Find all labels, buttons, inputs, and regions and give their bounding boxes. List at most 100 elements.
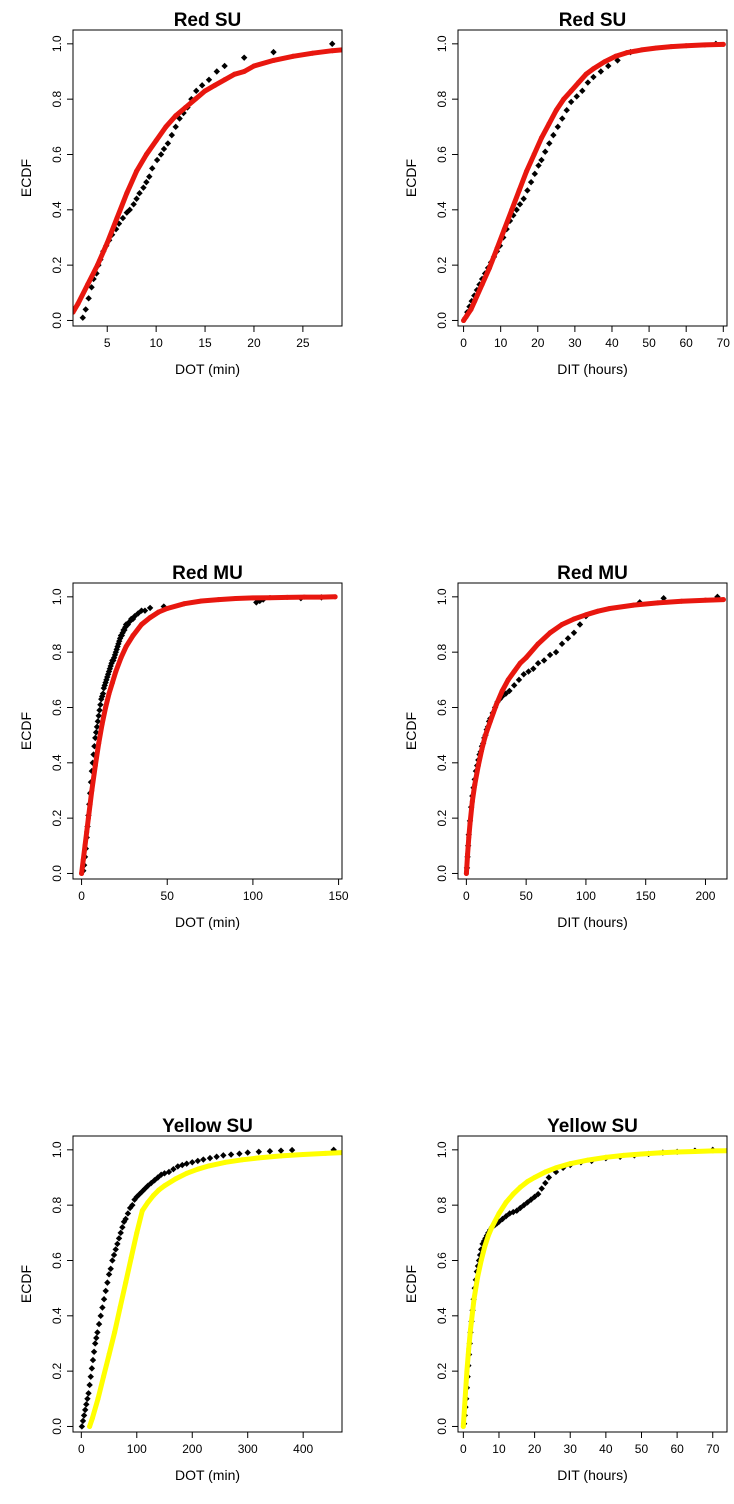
ecdf-point <box>170 1165 177 1173</box>
fitted-point <box>271 57 277 63</box>
y-tick-label: 0.4 <box>50 1307 64 1324</box>
ecdf-point <box>133 195 140 202</box>
fitted-point <box>702 597 708 603</box>
y-axis-label: ECDF <box>403 159 419 197</box>
y-tick-label: 0.2 <box>50 809 64 826</box>
ecdf-point <box>126 1204 134 1212</box>
ecdf-point <box>119 1224 126 1231</box>
fitted-point <box>624 50 630 56</box>
fitted-point <box>523 655 529 661</box>
ecdf-point <box>213 1153 220 1160</box>
fitted-point <box>583 612 589 618</box>
ecdf-point <box>90 1348 98 1355</box>
fitted-point <box>505 677 511 683</box>
ecdf-point <box>136 190 143 197</box>
fitted-point <box>310 50 316 56</box>
y-axis-label: ECDF <box>403 712 419 750</box>
y-tick-label: 0.6 <box>50 146 64 163</box>
ecdf-point <box>116 635 124 642</box>
fitted-point <box>153 138 159 144</box>
x-tick-label: 70 <box>706 1442 720 1456</box>
ecdf-point <box>140 184 147 191</box>
y-axis-label: ECDF <box>18 159 34 197</box>
ecdf-point <box>227 1151 235 1158</box>
ecdf-point <box>106 665 114 672</box>
fitted-point <box>134 1230 140 1236</box>
fitted-point <box>583 71 589 77</box>
ecdf-point <box>567 98 575 106</box>
fitted-point <box>710 1148 716 1154</box>
ecdf-point <box>96 707 103 714</box>
x-tick-label: 5 <box>104 336 111 350</box>
x-tick-label: 10 <box>492 1442 506 1456</box>
ecdf-point <box>80 1412 88 1419</box>
fitted-point <box>469 799 475 805</box>
ecdf-point <box>552 648 560 656</box>
x-tick-label: 70 <box>717 336 731 350</box>
ecdf-point <box>149 165 156 172</box>
fitted-point <box>79 870 85 876</box>
fitted-point <box>267 595 273 601</box>
x-tick-label: 0 <box>463 889 470 903</box>
y-tick-label: 0.2 <box>50 1362 64 1379</box>
x-tick-label: 100 <box>576 889 596 903</box>
fitted-point <box>479 746 485 752</box>
fitted-point <box>300 1152 306 1158</box>
fitted-point <box>571 616 577 622</box>
y-tick-label: 0.8 <box>50 1196 64 1213</box>
fitted-point <box>559 621 565 627</box>
y-tick-label: 0.2 <box>435 1362 449 1379</box>
y-tick-label: 0.0 <box>50 865 64 882</box>
ecdf-point <box>94 718 102 725</box>
fitted-point <box>613 53 619 59</box>
ecdf-point <box>183 1160 190 1167</box>
ecdf-point <box>88 1365 96 1372</box>
ecdf-point <box>120 1218 128 1225</box>
ecdf-point <box>118 632 126 639</box>
ecdf-point <box>113 646 120 653</box>
ecdf-point <box>534 660 542 667</box>
y-tick-label: 0.2 <box>435 256 449 273</box>
x-axis-label: DOT (min) <box>175 1467 240 1483</box>
fitted-point <box>472 782 478 788</box>
fitted-point <box>156 609 162 615</box>
ecdf-point <box>84 1395 91 1403</box>
ecdf-point <box>119 629 126 636</box>
fitted-point <box>96 740 102 746</box>
fitted-series <box>87 1150 342 1429</box>
fitted-point <box>95 1396 101 1402</box>
ecdf-point <box>141 1185 149 1192</box>
fitted-point <box>241 68 247 74</box>
ecdf-point <box>502 690 510 697</box>
ecdf-point <box>597 68 605 75</box>
x-tick-label: 30 <box>568 336 582 350</box>
fitted-point <box>92 763 98 769</box>
fitted-point <box>147 615 153 621</box>
fitted-point <box>134 168 140 174</box>
empirical-series <box>80 594 325 874</box>
fitted-point <box>567 1161 573 1167</box>
y-tick-label: 0.0 <box>50 1418 64 1435</box>
fitted-point <box>683 43 689 49</box>
ecdf-point <box>82 1406 89 1414</box>
x-tick-label: 10 <box>149 336 163 350</box>
x-axis: 0 10 20 30 40 50 60 70 <box>460 326 730 350</box>
fitted-point <box>553 1165 559 1171</box>
ecdf-point <box>538 156 545 164</box>
ecdf-point <box>101 682 108 689</box>
fitted-point <box>106 1352 112 1358</box>
fitted-point <box>73 309 76 315</box>
fitted-point <box>112 1329 118 1335</box>
fitted-point <box>585 1157 591 1163</box>
fitted-point <box>489 1224 495 1230</box>
panel-title: Yellow SU <box>547 1116 638 1137</box>
ecdf-point <box>83 1401 90 1408</box>
fitted-point <box>150 1192 156 1198</box>
empirical-series <box>462 40 720 321</box>
fitted-cdf-line <box>461 41 726 323</box>
fitted-point <box>202 88 208 94</box>
x-tick-label: 60 <box>670 1442 684 1456</box>
fitted-point <box>547 630 553 636</box>
